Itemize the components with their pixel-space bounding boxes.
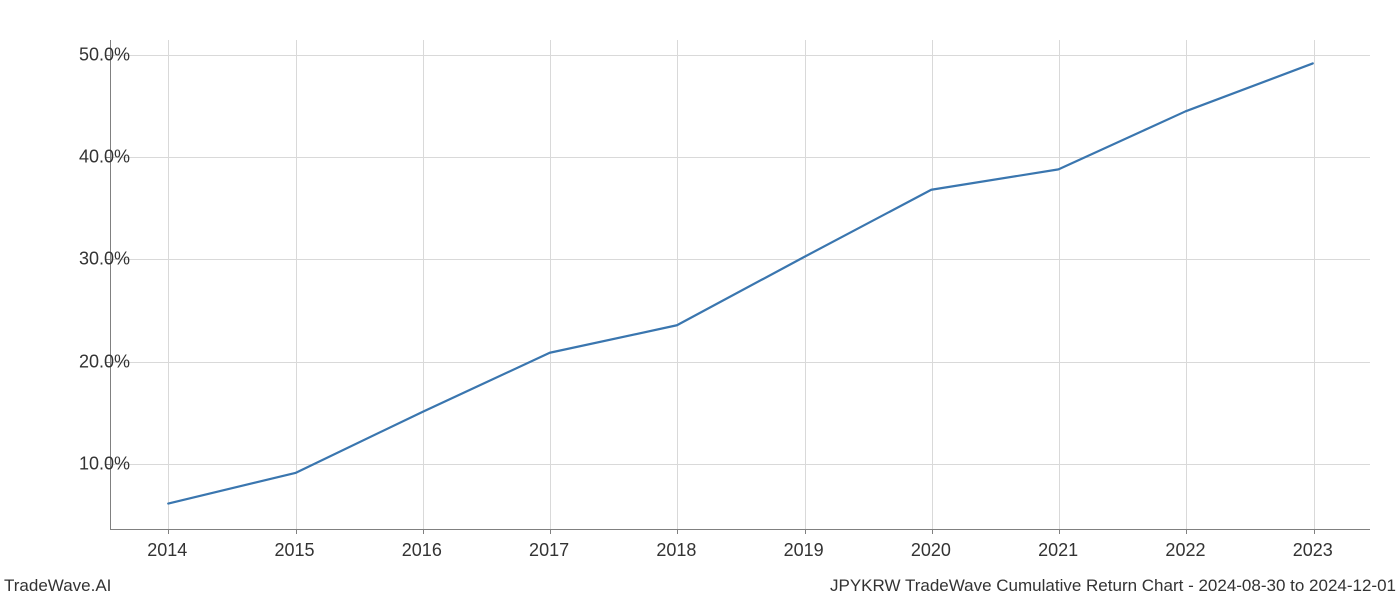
x-tick-mark [168, 529, 169, 534]
x-tick-mark [677, 529, 678, 534]
x-tick-label: 2015 [275, 540, 315, 561]
x-tick-label: 2017 [529, 540, 569, 561]
x-tick-mark [423, 529, 424, 534]
y-tick-label: 30.0% [79, 249, 130, 270]
x-tick-label: 2016 [402, 540, 442, 561]
x-tick-label: 2018 [656, 540, 696, 561]
x-tick-mark [550, 529, 551, 534]
x-tick-mark [1059, 529, 1060, 534]
x-tick-mark [932, 529, 933, 534]
x-tick-mark [296, 529, 297, 534]
x-tick-label: 2022 [1165, 540, 1205, 561]
x-tick-label: 2014 [147, 540, 187, 561]
line-series [111, 40, 1370, 529]
x-tick-mark [1186, 529, 1187, 534]
x-tick-mark [805, 529, 806, 534]
x-tick-label: 2020 [911, 540, 951, 561]
footer-right-text: JPYKRW TradeWave Cumulative Return Chart… [830, 576, 1396, 596]
x-tick-label: 2019 [784, 540, 824, 561]
y-tick-label: 20.0% [79, 351, 130, 372]
y-tick-label: 50.0% [79, 45, 130, 66]
y-tick-label: 10.0% [79, 453, 130, 474]
chart-container [110, 40, 1370, 530]
y-tick-label: 40.0% [79, 147, 130, 168]
plot-area [110, 40, 1370, 530]
x-tick-mark [1314, 529, 1315, 534]
x-tick-label: 2023 [1293, 540, 1333, 561]
footer-left-text: TradeWave.AI [4, 576, 111, 596]
x-tick-label: 2021 [1038, 540, 1078, 561]
